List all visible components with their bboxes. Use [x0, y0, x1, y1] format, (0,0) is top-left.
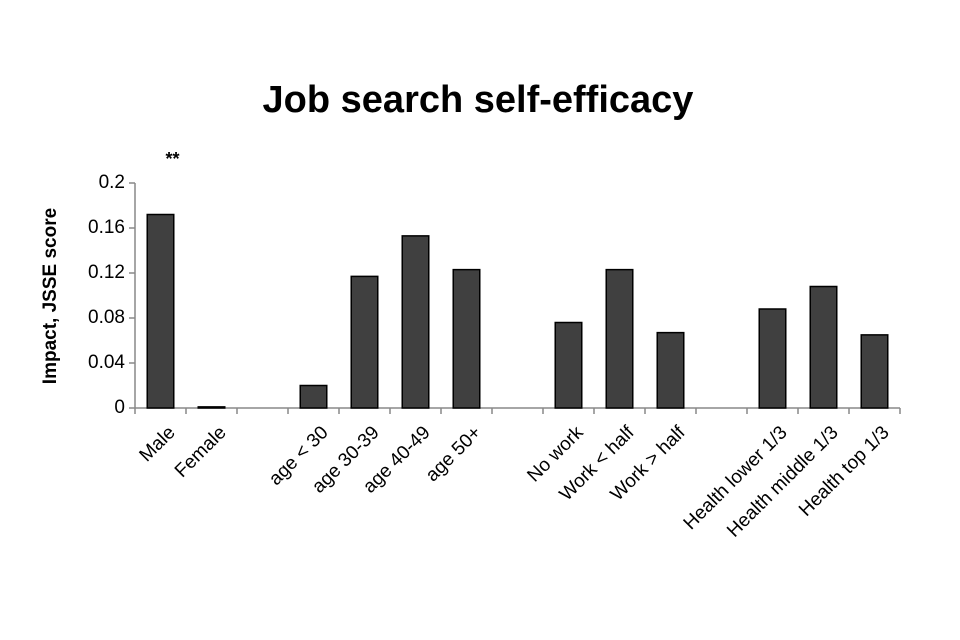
y-tick-label: 0.04	[88, 352, 125, 373]
bar	[554, 321, 583, 409]
bar	[350, 275, 379, 409]
annotation: **	[165, 149, 179, 169]
bar	[299, 384, 328, 409]
bar	[197, 406, 226, 409]
bar	[146, 213, 175, 409]
y-tick-label: 0.2	[99, 172, 125, 193]
bar	[401, 235, 430, 409]
y-tick-label: 0.12	[88, 262, 125, 283]
bar	[656, 331, 685, 409]
bar	[809, 285, 838, 409]
y-tick-label: 0.16	[88, 217, 125, 238]
bar	[758, 308, 787, 409]
bar	[605, 268, 634, 409]
y-tick-label: 0	[114, 397, 125, 418]
chart-title: Job search self-efficacy	[263, 79, 694, 121]
bar	[860, 334, 889, 409]
y-tick-label: 0.08	[88, 307, 125, 328]
bar	[452, 268, 481, 409]
y-axis-label: Impact, JSSE score	[40, 208, 61, 384]
